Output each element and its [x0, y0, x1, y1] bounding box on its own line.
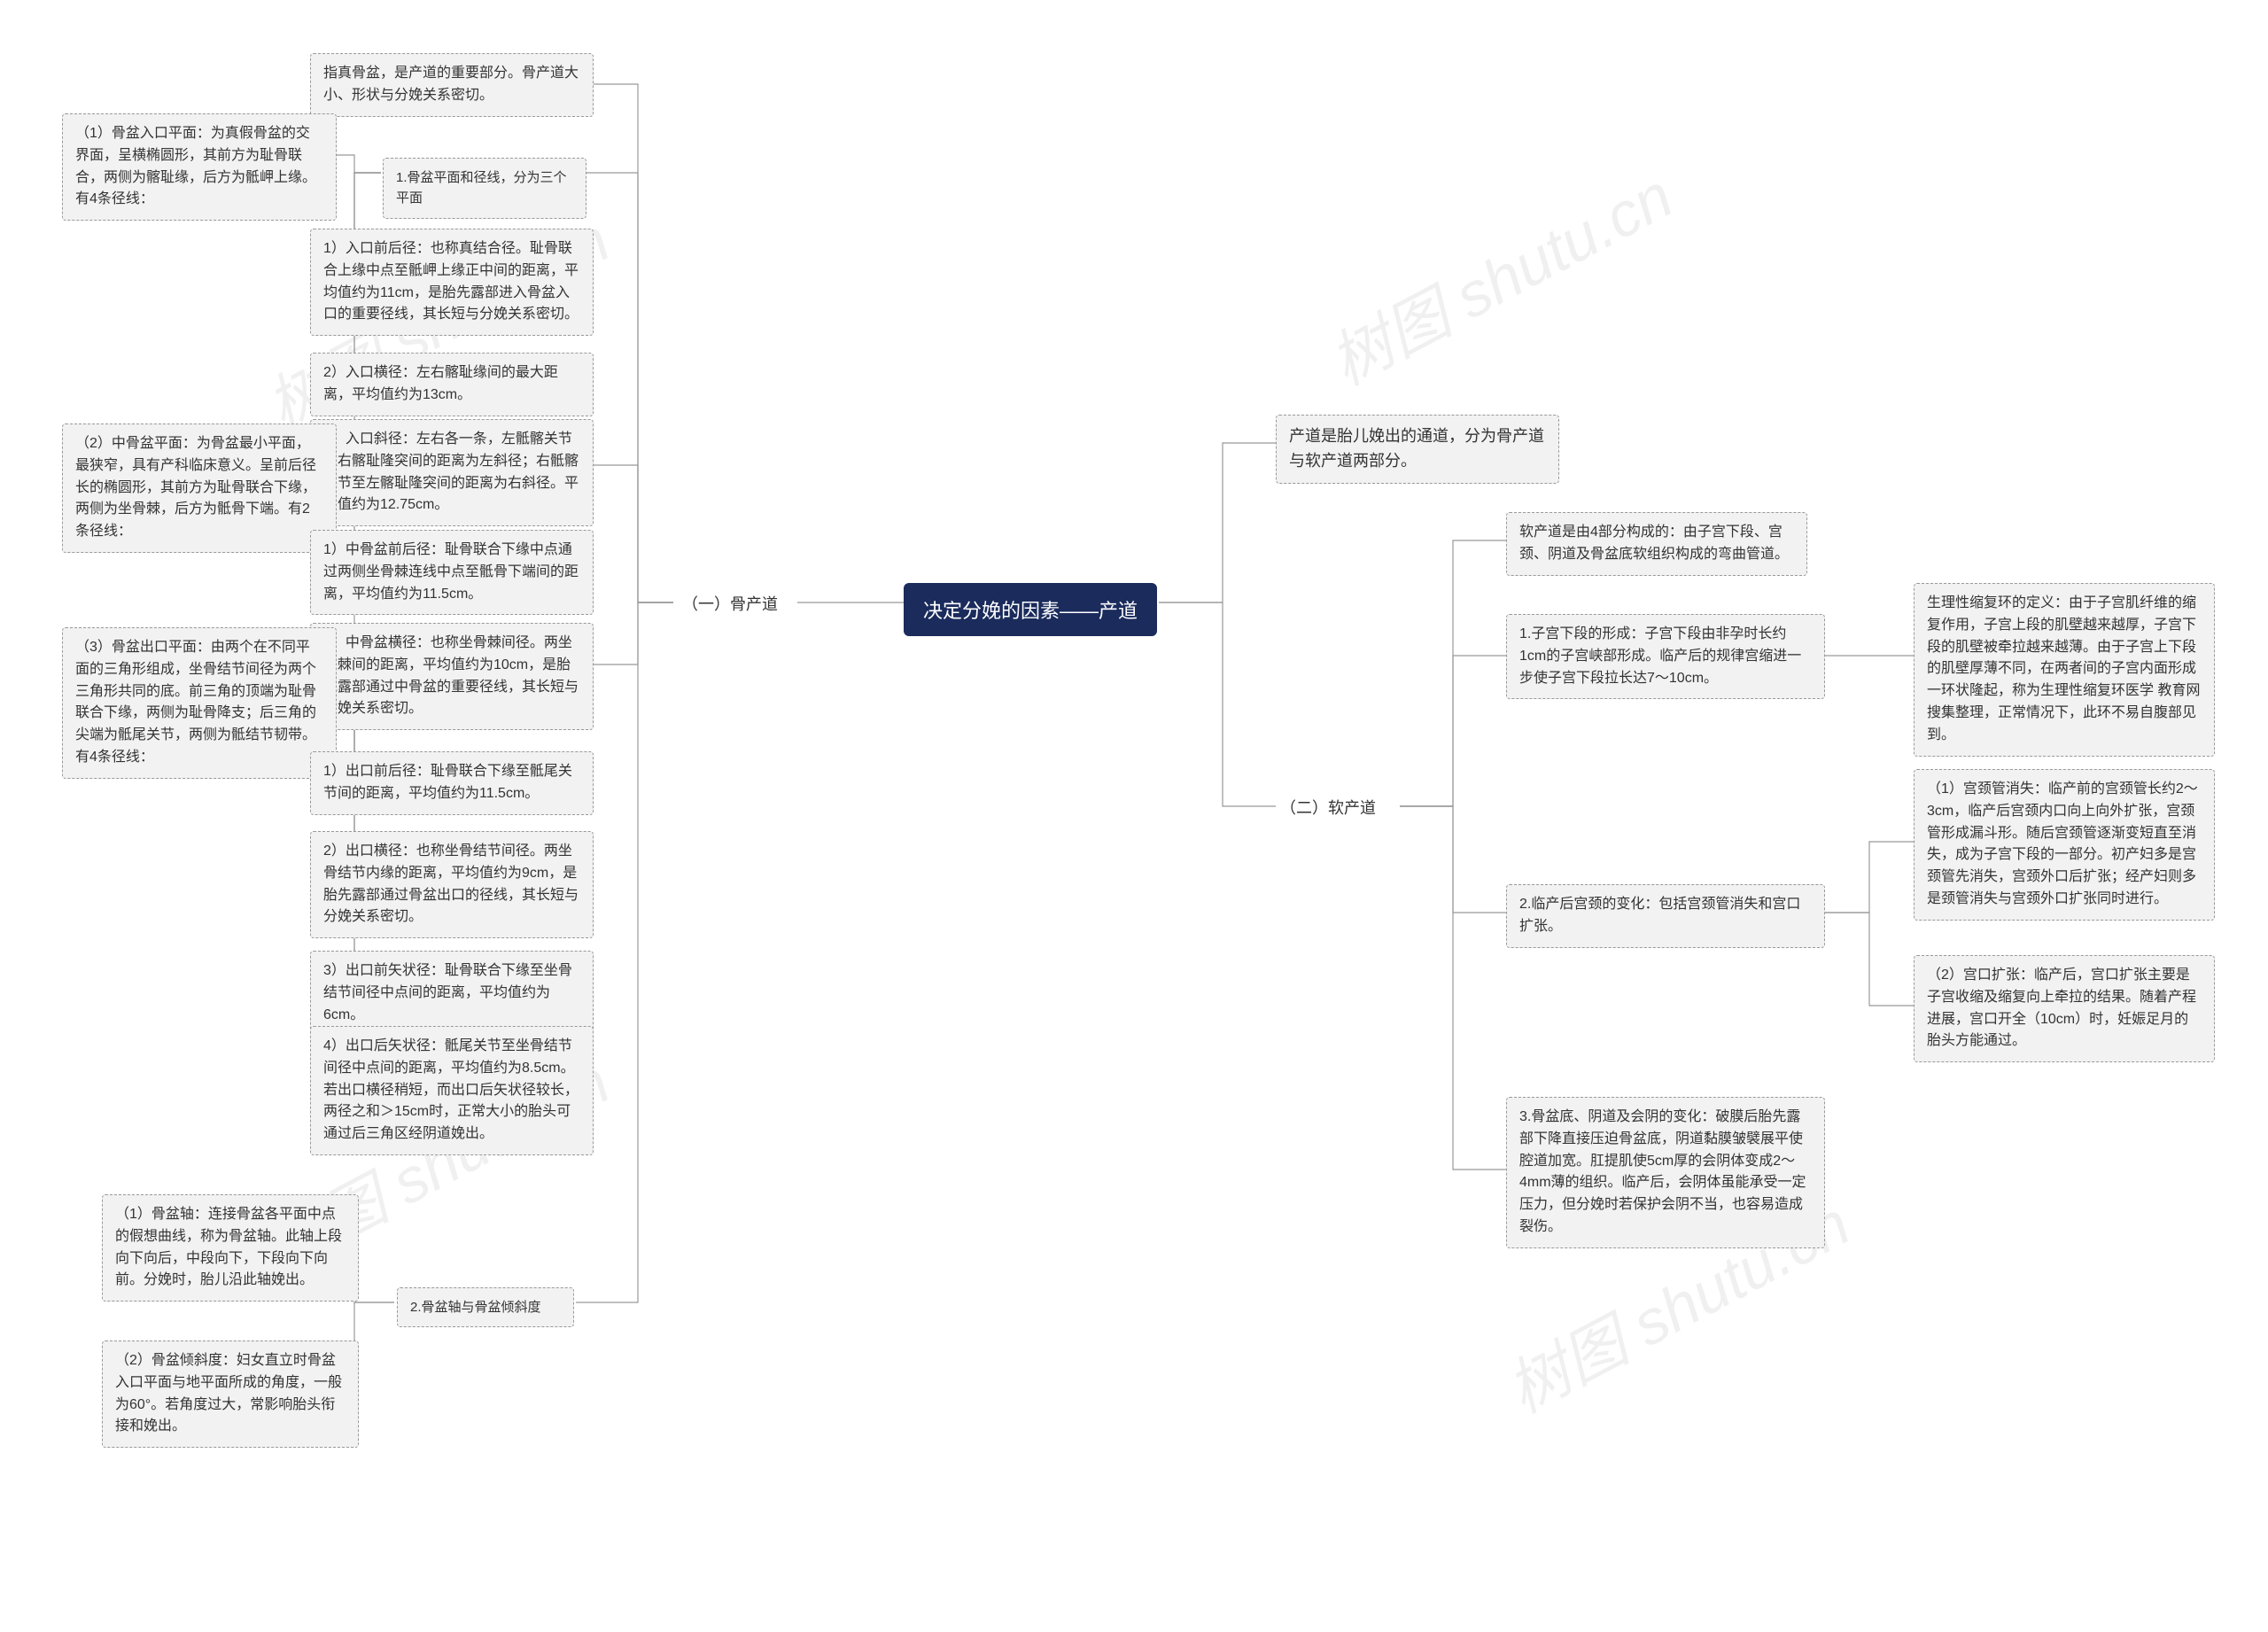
- node-g1-2a: 1）中骨盆前后径：耻骨联合下缘中点通过两侧坐骨棘连线中点至骶骨下端间的距离，平均…: [310, 530, 594, 615]
- branch-right-label: （二）软产道: [1280, 796, 1376, 819]
- node-r2: 2.临产后宫颈的变化：包括宫颈管消失和宫口扩张。: [1506, 884, 1825, 948]
- branch-left-label: （一）骨产道: [682, 592, 778, 615]
- node-g1-3d: 4）出口后矢状径：骶尾关节至坐骨结节间径中点间的距离，平均值约为8.5cm。若出…: [310, 1026, 594, 1155]
- node-left-intro: 指真骨盆，是产道的重要部分。骨产道大小、形状与分娩关系密切。: [310, 53, 594, 117]
- node-r3: 3.骨盆底、阴道及会阴的变化：破膜后胎先露部下降直接压迫骨盆底，阴道黏膜皱襞展平…: [1506, 1097, 1825, 1248]
- node-r1: 1.子宫下段的形成：子宫下段由非孕时长约1cm的子宫峡部形成。临产后的规律宫缩进…: [1506, 614, 1825, 699]
- node-r1a: 生理性缩复环的定义：由于子宫肌纤维的缩复作用，子宫上段的肌壁越来越厚，子宫下段的…: [1914, 583, 2215, 757]
- node-g1-2b: 2）中骨盆横径：也称坐骨棘间径。两坐骨棘间的距离，平均值约为10cm，是胎先露部…: [310, 623, 594, 730]
- center-node: 决定分娩的因素——产道: [904, 583, 1157, 636]
- node-r2b: （2）宫口扩张：临产后，宫口扩张主要是子宫收缩及缩复向上牵拉的结果。随着产程进展…: [1914, 955, 2215, 1062]
- node-g1-3b: 2）出口横径：也称坐骨结节间径。两坐骨结节内缘的距离，平均值约为9cm，是胎先露…: [310, 831, 594, 938]
- node-g1-3c: 3）出口前矢状径：耻骨联合下缘至坐骨结节间径中点间的距离，平均值约为6cm。: [310, 951, 594, 1036]
- node-g1-1b: 2）入口横径：左右髂耻缘间的最大距离，平均值约为13cm。: [310, 353, 594, 416]
- node-soft-intro: 软产道是由4部分构成的：由子宫下段、宫颈、阴道及骨盆底软组织构成的弯曲管道。: [1506, 512, 1807, 576]
- node-g1-3: （3）骨盆出口平面：由两个在不同平面的三角形组成，坐骨结节间径为两个三角形共同的…: [62, 627, 337, 779]
- mindmap-canvas: 树图 shutu.cn 树图 shutu.cn 树图 shutu.cn 树图 s…: [0, 0, 2268, 1632]
- node-g1-1c: 3）入口斜径：左右各一条，左骶髂关节至右髂耻隆突间的距离为左斜径；右骶髂关节至左…: [310, 419, 594, 526]
- node-g1-2: （2）中骨盆平面：为骨盆最小平面，最狭窄，具有产科临床意义。呈前后径长的椭圆形，…: [62, 424, 337, 553]
- node-g1-1a: 1）入口前后径：也称真结合径。耻骨联合上缘中点至骶岬上缘正中间的距离，平均值约为…: [310, 229, 594, 336]
- node-g1-1: （1）骨盆入口平面：为真假骨盆的交界面，呈横椭圆形，其前方为耻骨联合，两侧为髂耻…: [62, 113, 337, 221]
- node-g2-2: （2）骨盆倾斜度：妇女直立时骨盆入口平面与地平面所成的角度，一般为60°。若角度…: [102, 1341, 359, 1448]
- node-g2-1: （1）骨盆轴：连接骨盆各平面中点的假想曲线，称为骨盆轴。此轴上段向下向后，中段向…: [102, 1194, 359, 1302]
- watermark: 树图 shutu.cn: [1312, 147, 1686, 402]
- node-right-intro: 产道是胎儿娩出的通道，分为骨产道与软产道两部分。: [1276, 415, 1559, 484]
- node-g2-head: 2.骨盆轴与骨盆倾斜度: [397, 1287, 574, 1327]
- node-r2a: （1）宫颈管消失：临产前的宫颈管长约2～3cm，临产后宫颈内口向上向外扩张，宫颈…: [1914, 769, 2215, 921]
- node-g1-3a: 1）出口前后径：耻骨联合下缘至骶尾关节间的距离，平均值约为11.5cm。: [310, 751, 594, 815]
- node-g1-head: 1.骨盆平面和径线，分为三个平面: [383, 158, 586, 219]
